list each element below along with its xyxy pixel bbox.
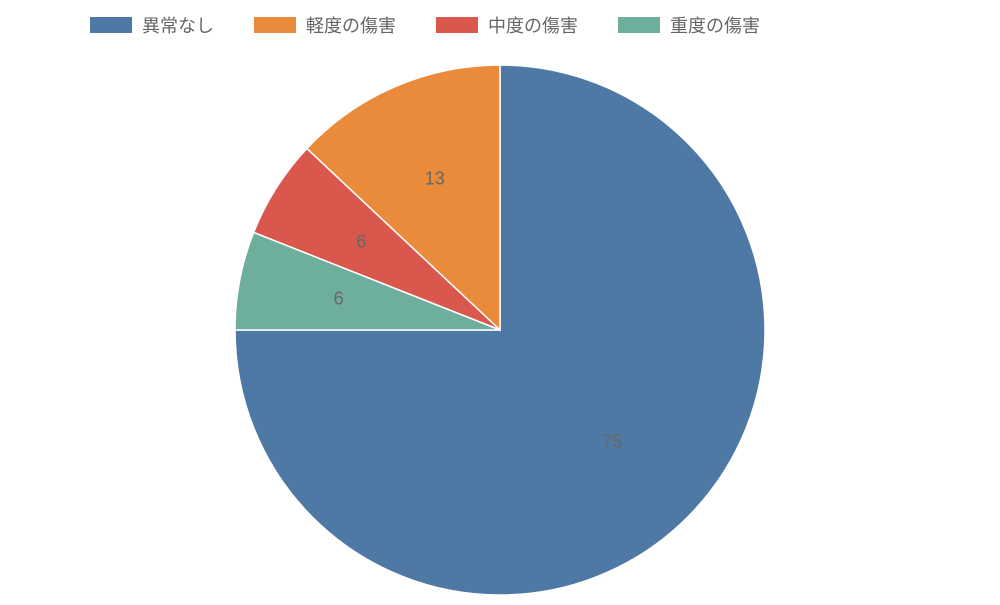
legend-item: 異常なし (90, 12, 214, 38)
pie-slice-label: 13 (425, 169, 445, 190)
pie-slice-label: 6 (356, 231, 366, 252)
legend-item: 中度の傷害 (436, 12, 578, 38)
pie-chart: 75 13 6 6 (0, 40, 1000, 600)
legend-label: 重度の傷害 (670, 12, 760, 38)
pie-svg (0, 40, 1000, 600)
legend-label: 異常なし (142, 12, 214, 38)
legend-swatch (254, 17, 296, 33)
legend-label: 軽度の傷害 (306, 12, 396, 38)
legend: 異常なし 軽度の傷害 中度の傷害 重度の傷害 (0, 0, 1000, 38)
pie-slice-label: 6 (334, 289, 344, 310)
legend-label: 中度の傷害 (488, 12, 578, 38)
legend-swatch (436, 17, 478, 33)
legend-item: 重度の傷害 (618, 12, 760, 38)
legend-swatch (90, 17, 132, 33)
legend-item: 軽度の傷害 (254, 12, 396, 38)
legend-swatch (618, 17, 660, 33)
pie-slice-label: 75 (602, 432, 622, 453)
